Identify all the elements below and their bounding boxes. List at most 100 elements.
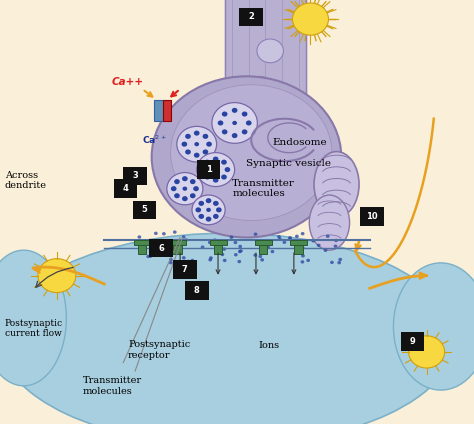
FancyBboxPatch shape [123,167,147,185]
Circle shape [212,103,257,143]
Circle shape [272,108,275,112]
Circle shape [251,76,270,93]
Circle shape [258,255,262,258]
Circle shape [185,134,191,139]
Circle shape [301,260,304,264]
Circle shape [213,214,219,219]
Circle shape [222,247,226,251]
Circle shape [317,244,320,247]
Circle shape [334,239,338,242]
Bar [138,241,146,254]
Bar [154,100,163,121]
Circle shape [208,258,212,262]
FancyBboxPatch shape [114,179,137,198]
Circle shape [267,109,271,113]
Circle shape [204,175,210,180]
Circle shape [182,256,186,259]
Circle shape [151,246,155,250]
Circle shape [221,159,227,165]
Circle shape [174,193,180,198]
Ellipse shape [393,263,474,390]
Circle shape [216,207,222,212]
Circle shape [324,248,328,252]
Circle shape [221,175,227,180]
Text: Postsynaptic
receptor: Postsynaptic receptor [128,340,190,360]
Circle shape [193,186,199,191]
Text: 9: 9 [410,337,415,346]
Circle shape [183,259,187,263]
Circle shape [162,232,166,235]
Circle shape [164,243,167,247]
Circle shape [201,245,204,249]
Circle shape [254,232,257,236]
Circle shape [237,260,241,263]
Bar [214,241,222,254]
Circle shape [206,142,212,147]
Circle shape [234,241,237,244]
Text: Synaptic vesicle: Synaptic vesicle [246,159,331,168]
Circle shape [167,173,203,205]
Circle shape [201,167,207,172]
Circle shape [190,193,196,198]
Circle shape [182,235,185,239]
Text: 1: 1 [206,165,211,174]
Circle shape [208,241,212,244]
Circle shape [202,134,208,139]
Circle shape [171,186,176,191]
Bar [163,100,171,121]
Circle shape [182,176,188,181]
Circle shape [206,217,211,222]
Circle shape [409,336,445,368]
Circle shape [272,100,275,104]
Circle shape [169,261,173,265]
Circle shape [232,133,237,138]
FancyBboxPatch shape [197,160,220,179]
Circle shape [232,121,237,125]
Circle shape [225,167,230,172]
Circle shape [242,129,247,134]
Circle shape [222,129,228,134]
Circle shape [213,156,219,162]
FancyBboxPatch shape [149,239,173,257]
Circle shape [182,196,188,201]
Circle shape [266,245,270,249]
Circle shape [288,236,292,240]
FancyBboxPatch shape [173,260,197,279]
Circle shape [254,254,257,257]
Circle shape [229,235,233,239]
Circle shape [306,259,310,262]
Circle shape [218,120,223,126]
Circle shape [222,112,228,117]
Ellipse shape [0,233,455,424]
Circle shape [267,99,271,103]
Circle shape [213,238,217,242]
Text: Postsynaptic
current flow: Postsynaptic current flow [5,319,63,338]
Text: 5: 5 [142,205,147,215]
Circle shape [202,149,208,154]
Text: 10: 10 [366,212,378,221]
Circle shape [195,207,201,212]
Circle shape [169,258,173,261]
Ellipse shape [152,76,341,237]
Circle shape [199,201,204,206]
Circle shape [246,120,252,126]
Ellipse shape [0,250,66,386]
Circle shape [260,258,264,262]
Circle shape [191,259,194,262]
Circle shape [311,239,315,243]
Bar [290,240,307,245]
Circle shape [297,243,301,247]
Bar [134,240,151,245]
Text: 6: 6 [158,243,164,253]
Bar [210,240,227,245]
Circle shape [206,198,211,203]
Bar [169,240,186,245]
FancyBboxPatch shape [133,201,156,219]
Text: Transmitter
molecules: Transmitter molecules [232,179,295,198]
Circle shape [301,254,305,257]
Circle shape [260,97,281,115]
Ellipse shape [309,195,349,250]
Circle shape [199,214,204,219]
Circle shape [257,39,283,63]
Bar [294,241,303,254]
